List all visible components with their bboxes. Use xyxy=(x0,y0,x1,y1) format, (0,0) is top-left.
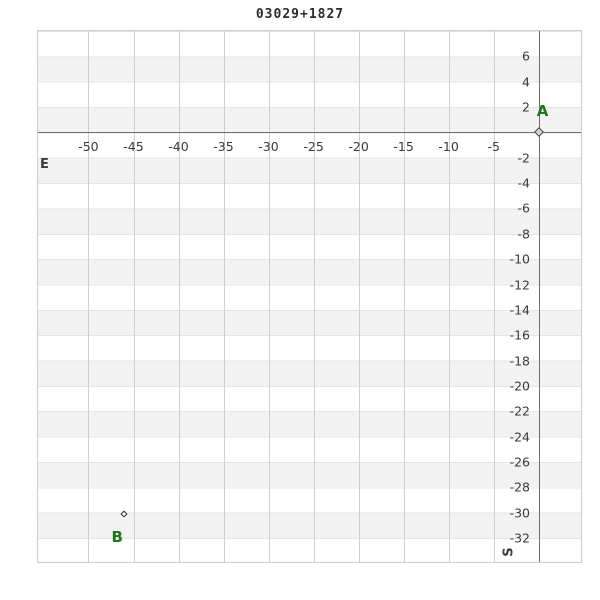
y-tick-label: -10 xyxy=(509,251,530,267)
y-tick-label: -28 xyxy=(509,479,530,495)
y-tick-label: -32 xyxy=(509,530,530,546)
y-axis-line xyxy=(538,31,540,562)
x-gridline xyxy=(223,31,225,562)
y-tick-label: 2 xyxy=(522,99,530,115)
x-tick-label: -10 xyxy=(438,138,459,154)
x-tick-label: -15 xyxy=(393,138,414,154)
y-tick-label: -14 xyxy=(509,302,530,318)
x-gridline xyxy=(133,31,135,562)
x-gridline xyxy=(313,31,315,562)
y-tick-label: -16 xyxy=(509,327,530,343)
y-tick-label: -26 xyxy=(509,454,530,470)
y-tick-label: -18 xyxy=(509,353,530,368)
x-tick-label: -30 xyxy=(258,138,279,154)
x-gridline xyxy=(358,31,360,562)
y-tick-label: -20 xyxy=(509,378,530,394)
x-tick-label: -40 xyxy=(168,138,189,154)
y-tick-label: -24 xyxy=(509,429,530,444)
y-tick-label: -12 xyxy=(509,277,530,292)
y-tick-label: -8 xyxy=(517,226,530,242)
y-tick-label: -30 xyxy=(509,505,530,521)
point-marker-b xyxy=(119,510,128,518)
x-tick-label: -45 xyxy=(123,138,144,154)
x-gridline xyxy=(88,31,90,562)
x-tick-label: -5 xyxy=(487,138,500,154)
y-tick-label: 4 xyxy=(522,74,530,90)
x-gridline xyxy=(493,31,495,562)
x-tick-label: -20 xyxy=(348,138,369,154)
x-tick-label: -25 xyxy=(303,138,324,154)
x-tick-label: -50 xyxy=(78,138,99,154)
y-tick-label: -2 xyxy=(517,150,530,166)
compass-east-label: E xyxy=(40,157,49,172)
y-tick-label: -22 xyxy=(509,403,530,419)
x-gridline xyxy=(403,31,405,562)
point-marker-a xyxy=(533,127,544,138)
point-label-a: A xyxy=(536,102,549,121)
x-gridline xyxy=(178,31,180,562)
y-tick-label: 6 xyxy=(522,48,530,64)
plot-area: E S -50 -45 -40 -35 -30 -25 -20 -15 -10 -5 6 4 2 -2 -4… xyxy=(37,30,582,563)
x-gridline xyxy=(268,31,270,562)
x-tick-label: -35 xyxy=(213,138,234,154)
x-axis-line xyxy=(38,132,581,134)
chart-title: 03029+1827 xyxy=(255,7,345,22)
y-tick-label: -6 xyxy=(517,200,530,216)
compass-south-label: S xyxy=(501,547,517,557)
point-label-b: B xyxy=(111,527,123,546)
y-tick-label: -4 xyxy=(517,175,530,191)
x-gridline xyxy=(448,31,450,562)
